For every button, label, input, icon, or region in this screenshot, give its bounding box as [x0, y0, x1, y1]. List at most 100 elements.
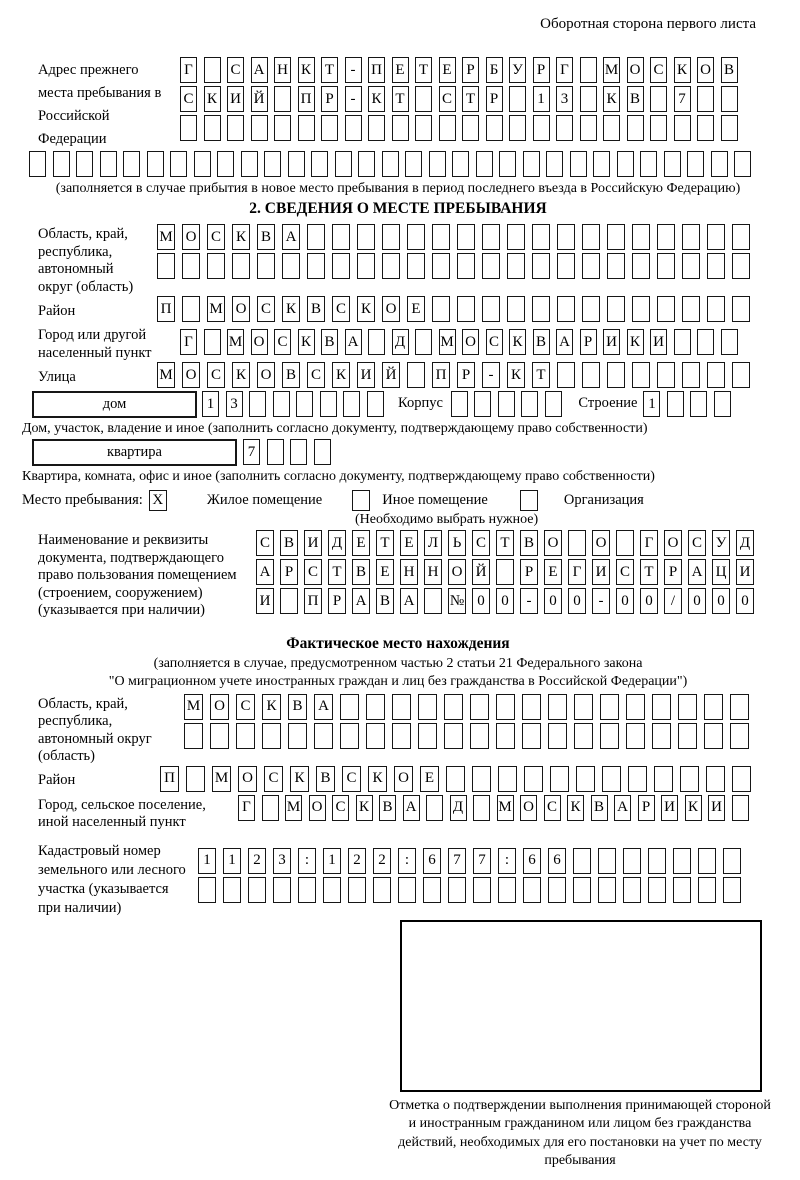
- char-cell[interactable]: Н: [274, 57, 291, 83]
- char-cell[interactable]: -: [482, 362, 500, 388]
- char-cell[interactable]: [616, 530, 634, 556]
- char-cell[interactable]: Г: [238, 794, 255, 821]
- char-cell[interactable]: [344, 115, 362, 141]
- char-cell[interactable]: П: [368, 57, 385, 83]
- char-cell[interactable]: [496, 559, 514, 585]
- char-cell[interactable]: 2: [373, 847, 391, 874]
- char-cell[interactable]: [457, 224, 475, 250]
- char-cell[interactable]: [307, 224, 325, 250]
- char-cell[interactable]: [524, 765, 543, 792]
- char-cell[interactable]: 0: [496, 588, 514, 614]
- char-cell[interactable]: [415, 329, 432, 355]
- char-cell[interactable]: [532, 296, 550, 322]
- checkbox-cell[interactable]: [519, 489, 538, 511]
- char-cell[interactable]: К: [684, 794, 702, 821]
- char-cell[interactable]: С: [543, 794, 561, 821]
- char-cell[interactable]: [673, 847, 691, 874]
- char-cell[interactable]: [498, 765, 517, 792]
- char-cell[interactable]: 7: [673, 86, 691, 112]
- char-cell[interactable]: А: [688, 559, 706, 585]
- char-cell[interactable]: [319, 391, 337, 417]
- char-cell[interactable]: 3: [225, 391, 243, 417]
- char-cell[interactable]: [579, 115, 597, 141]
- char-cell[interactable]: [482, 224, 500, 250]
- char-cell[interactable]: [623, 876, 641, 903]
- char-cell[interactable]: [249, 391, 266, 417]
- char-cell[interactable]: [423, 876, 441, 903]
- char-cell[interactable]: [357, 253, 375, 279]
- char-cell[interactable]: К: [355, 794, 373, 821]
- char-cell[interactable]: [723, 847, 741, 874]
- char-cell[interactable]: [732, 362, 750, 388]
- char-cell[interactable]: [366, 722, 385, 749]
- char-cell[interactable]: [707, 224, 725, 250]
- char-cell[interactable]: [203, 329, 221, 355]
- char-cell[interactable]: Р: [457, 362, 475, 388]
- char-cell[interactable]: 6: [523, 847, 541, 874]
- char-cell[interactable]: [626, 722, 645, 749]
- char-cell[interactable]: [640, 151, 657, 177]
- char-cell[interactable]: [415, 115, 432, 141]
- char-cell[interactable]: [532, 224, 550, 250]
- char-cell[interactable]: [288, 722, 307, 749]
- char-cell[interactable]: [262, 722, 281, 749]
- char-cell[interactable]: [663, 151, 681, 177]
- char-cell[interactable]: [157, 253, 175, 279]
- char-cell[interactable]: [343, 391, 360, 417]
- char-cell[interactable]: К: [368, 86, 385, 112]
- char-cell[interactable]: [582, 362, 600, 388]
- char-cell[interactable]: Й: [382, 362, 400, 388]
- char-cell[interactable]: М: [212, 765, 231, 792]
- char-cell[interactable]: [432, 224, 450, 250]
- char-cell[interactable]: С: [274, 329, 291, 355]
- char-cell[interactable]: [146, 151, 164, 177]
- char-cell[interactable]: В: [282, 362, 300, 388]
- char-cell[interactable]: [598, 876, 616, 903]
- char-cell[interactable]: В: [280, 530, 298, 556]
- char-cell[interactable]: [713, 391, 731, 417]
- char-cell[interactable]: Е: [376, 559, 394, 585]
- char-cell[interactable]: С: [227, 57, 244, 83]
- char-cell[interactable]: [697, 86, 714, 112]
- char-cell[interactable]: [274, 115, 291, 141]
- char-cell[interactable]: [654, 765, 673, 792]
- char-cell[interactable]: [673, 876, 691, 903]
- char-cell[interactable]: В: [257, 224, 275, 250]
- char-cell[interactable]: С: [180, 86, 197, 112]
- char-cell[interactable]: Е: [438, 57, 456, 83]
- char-cell[interactable]: Р: [664, 559, 682, 585]
- char-cell[interactable]: Р: [462, 57, 479, 83]
- char-cell[interactable]: [272, 391, 290, 417]
- char-cell[interactable]: [407, 253, 425, 279]
- char-cell[interactable]: С: [264, 765, 283, 792]
- char-cell[interactable]: [457, 296, 475, 322]
- char-cell[interactable]: [582, 253, 600, 279]
- char-cell[interactable]: [532, 115, 550, 141]
- char-cell[interactable]: 1: [223, 847, 241, 874]
- char-cell[interactable]: О: [394, 765, 413, 792]
- char-cell[interactable]: [720, 329, 738, 355]
- char-cell[interactable]: [602, 765, 621, 792]
- char-cell[interactable]: [574, 693, 593, 720]
- char-cell[interactable]: [482, 296, 500, 322]
- char-cell[interactable]: [548, 722, 567, 749]
- char-cell[interactable]: [710, 151, 728, 177]
- char-cell[interactable]: :: [398, 847, 416, 874]
- char-cell[interactable]: -: [344, 86, 362, 112]
- checkbox-cell[interactable]: [352, 489, 371, 511]
- char-cell[interactable]: [507, 296, 525, 322]
- char-cell[interactable]: [522, 693, 541, 720]
- char-cell[interactable]: Р: [579, 329, 597, 355]
- char-cell[interactable]: [548, 693, 567, 720]
- char-cell[interactable]: [405, 151, 422, 177]
- char-cell[interactable]: [678, 722, 697, 749]
- char-cell[interactable]: [366, 693, 385, 720]
- char-cell[interactable]: [690, 391, 708, 417]
- char-cell[interactable]: [418, 722, 437, 749]
- char-cell[interactable]: [507, 224, 525, 250]
- char-cell[interactable]: [203, 115, 221, 141]
- char-cell[interactable]: И: [357, 362, 375, 388]
- char-cell[interactable]: [607, 253, 625, 279]
- char-cell[interactable]: 0: [712, 588, 730, 614]
- char-cell[interactable]: С: [342, 765, 361, 792]
